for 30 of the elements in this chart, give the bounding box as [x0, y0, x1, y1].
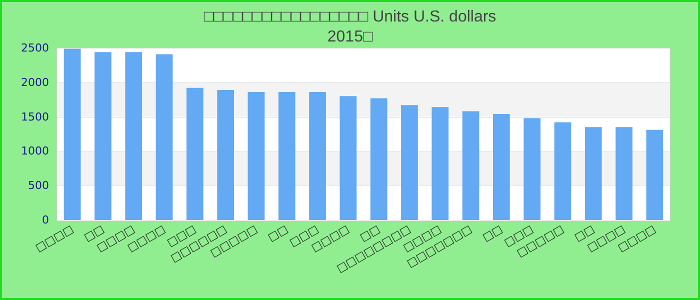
x-tick-label: □□	[266, 222, 290, 244]
bar	[401, 105, 418, 220]
bar	[217, 90, 234, 220]
bar	[492, 114, 510, 220]
x-tick-label: □□	[480, 222, 505, 244]
bar	[646, 130, 664, 220]
bar	[370, 98, 388, 220]
chart-title: □□□□□□□□□□□□□□□□□ Units U.S. dollars	[204, 8, 496, 26]
bar	[462, 111, 480, 220]
bar	[554, 122, 572, 220]
bar	[64, 48, 81, 220]
bar	[125, 52, 142, 220]
bar	[524, 118, 541, 220]
bar	[186, 88, 204, 220]
y-tick-label: 1500	[21, 110, 49, 124]
y-tick-label: 2500	[21, 42, 49, 54]
bar	[309, 92, 326, 220]
bar	[616, 127, 632, 220]
bar	[248, 92, 265, 220]
bar	[432, 107, 449, 220]
bar	[278, 92, 296, 220]
bar	[94, 52, 112, 220]
y-tick-label: 1000	[21, 144, 49, 158]
chart-subtitle: 2015□	[327, 28, 373, 46]
y-tick-label: 0	[42, 214, 49, 226]
y-tick-label: 2000	[21, 76, 49, 89]
bar	[584, 127, 602, 220]
bar	[156, 54, 173, 220]
bar	[340, 96, 357, 220]
y-tick-label: 500	[28, 179, 49, 192]
